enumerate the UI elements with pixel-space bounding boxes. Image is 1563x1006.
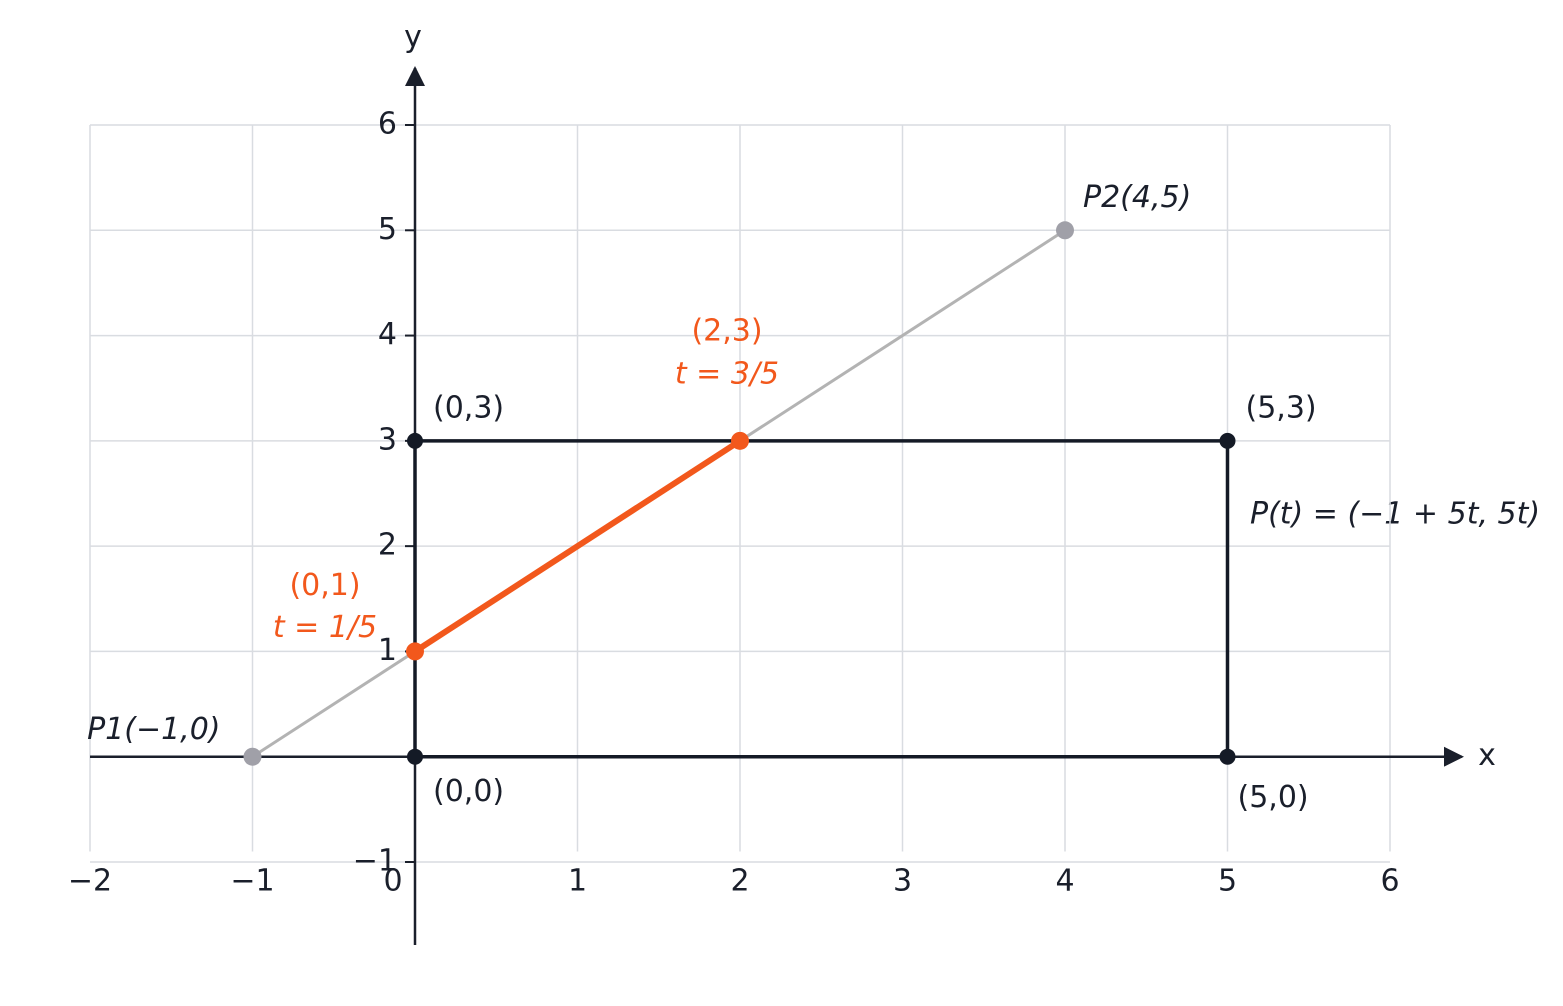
x-tick-label: −2 [68,864,112,899]
y-tick-label: 4 [378,317,397,352]
x-axis-label: x [1478,738,1496,773]
x-tick-label: 0 [383,864,402,899]
corner-point [407,432,423,449]
corner-label: (5,0) [1238,780,1309,815]
x-tick-label: −1 [230,864,274,899]
x-tick-label: 1 [568,864,587,899]
endpoint [1056,221,1074,240]
y-tick-label: 6 [378,107,397,142]
clip-point [731,431,749,450]
corner-label: (0,0) [433,774,504,809]
equation: P(t) = (−1 + 5t, 5t) [1250,497,1540,532]
corner-point [1219,432,1236,449]
clip-label: (0,1) [289,568,360,603]
clip-t-label: t = 3/5 [675,356,779,391]
corner-label: (5,3) [1246,390,1317,425]
endpoint-label: P1(−1,0) [87,712,220,747]
y-tick-label: 1 [378,633,397,668]
y-tick-label: 2 [378,528,397,563]
x-tick-label: 6 [1380,864,1399,899]
corner-point [1219,748,1236,765]
y-tick-label: 3 [378,422,397,457]
x-tick-label: 2 [730,864,749,899]
y-tick-label: 5 [378,212,397,247]
endpoint-label: P2(4,5) [1083,180,1191,215]
y-axis-label: y [404,20,422,55]
x-tick-label: 4 [1055,864,1074,899]
y-tick-label: −1 [353,844,397,879]
clip-rectangle [413,439,1230,759]
clip-label: (2,3) [691,313,762,348]
x-tick-label: 5 [1218,864,1237,899]
clip-point [406,642,424,661]
corner-label: (0,3) [433,390,504,425]
clipped-segment [413,438,742,654]
endpoint [243,747,262,766]
corner-point [407,748,423,765]
x-tick-label: 3 [893,864,912,899]
clip-t-label: t = 1/5 [273,610,377,645]
